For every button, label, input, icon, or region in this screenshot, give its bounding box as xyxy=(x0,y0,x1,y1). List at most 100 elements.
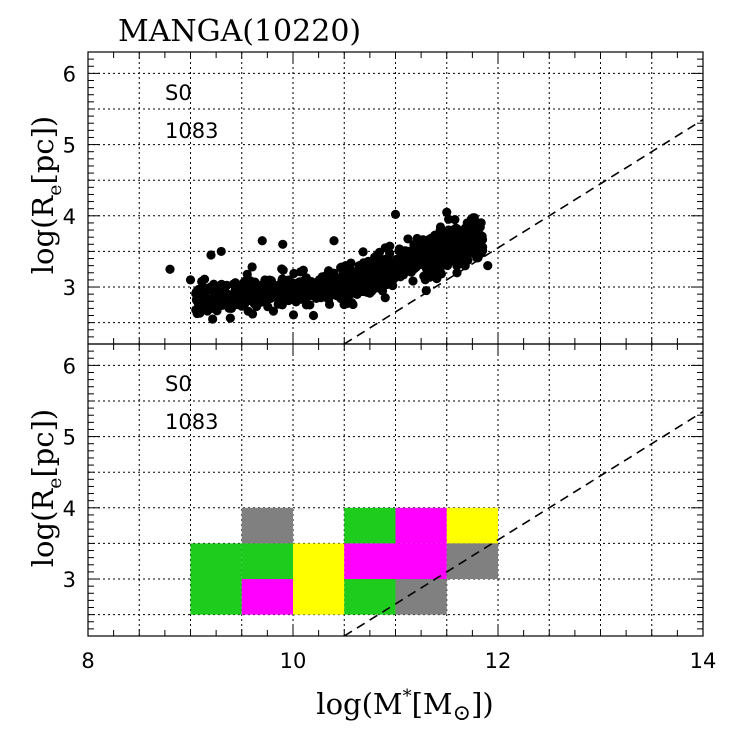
y-tick-label: 6 xyxy=(63,62,76,86)
y-axis-label-bottom: log(Re[pc]) xyxy=(26,409,66,567)
heatmap-cell-magenta xyxy=(395,507,447,544)
scatter-point xyxy=(483,261,493,271)
y-tick-label: 3 xyxy=(63,568,76,592)
y-tick-label: 4 xyxy=(63,205,76,229)
scatter-point xyxy=(247,262,257,272)
scatter-point xyxy=(278,239,288,249)
scatter-point xyxy=(247,309,258,319)
y-tick-label: 6 xyxy=(63,354,76,378)
heatmap-cell-green xyxy=(190,543,242,580)
scatter-point xyxy=(431,239,441,249)
scatter-point xyxy=(358,247,368,257)
scatter-point xyxy=(208,314,218,324)
x-tick-label: 10 xyxy=(280,649,307,673)
scatter-point xyxy=(298,265,308,275)
scatter-point xyxy=(223,293,234,304)
scatter-point xyxy=(385,241,395,251)
heatmap-cell-green xyxy=(190,579,242,615)
heatmap-cell-yellow xyxy=(293,579,345,615)
scatter-point xyxy=(454,248,464,258)
plot-frame xyxy=(87,343,704,637)
y-tick-labels-bottom: 3 4 5 6 xyxy=(63,354,76,592)
scatter-point xyxy=(435,222,446,232)
panel-bottom-heatmap: S0 1083 xyxy=(87,343,704,637)
scatter-point xyxy=(303,285,314,296)
x-tick-label: 12 xyxy=(485,649,512,673)
x-tick-label: 8 xyxy=(81,649,94,673)
scatter-point xyxy=(196,295,206,305)
heatmap-cell-yellow xyxy=(446,507,498,544)
scatter-point xyxy=(406,267,416,277)
scatter-point xyxy=(260,275,270,285)
scatter-point xyxy=(193,284,204,295)
scatter-point xyxy=(450,215,460,225)
scatter-point xyxy=(374,247,385,257)
scatter-point xyxy=(421,285,431,296)
scatter-point xyxy=(242,293,252,303)
scatter-point xyxy=(273,286,283,297)
y-tick-label: 5 xyxy=(63,426,76,450)
scatter-point xyxy=(390,209,401,219)
y-tick-label: 5 xyxy=(63,134,76,158)
heatmap-cell-green xyxy=(241,543,293,580)
scatter-point xyxy=(277,300,287,310)
scatter-point xyxy=(419,249,429,259)
scatter-point xyxy=(396,269,407,279)
scatter-point xyxy=(263,302,273,312)
scatter-point xyxy=(468,213,478,223)
scatter-point xyxy=(420,275,430,285)
scatter-point xyxy=(230,278,240,288)
y-axis-label-top: log(Re[pc]) xyxy=(26,116,66,274)
scatter-point xyxy=(329,236,339,246)
scatter-point xyxy=(452,268,462,278)
scatter-point xyxy=(452,261,462,271)
heatmap-cell-magenta xyxy=(395,543,447,580)
annotation-class-bottom: S0 xyxy=(165,372,192,396)
scatter-point xyxy=(237,301,247,311)
heatmap-cell-green xyxy=(344,507,396,544)
scatter-point xyxy=(424,260,434,270)
heatmap-cell-magenta xyxy=(344,543,396,580)
scatter-point xyxy=(206,250,216,260)
scatter-point xyxy=(201,286,212,296)
scatter-point xyxy=(428,253,439,263)
scatter-point xyxy=(318,276,328,286)
scatter-point xyxy=(341,277,351,287)
scatter-point xyxy=(239,278,249,288)
scatter-point xyxy=(185,275,196,285)
frame-bottom xyxy=(87,343,704,637)
scatter-point xyxy=(296,294,306,304)
y-tick-labels-top: 3 4 5 6 xyxy=(63,62,76,300)
scatter-point xyxy=(210,292,221,302)
scatter-point xyxy=(281,278,291,288)
grid-top xyxy=(87,51,704,344)
scatter-point xyxy=(472,220,482,230)
heatmap-cell-magenta xyxy=(241,579,293,615)
scatter-point xyxy=(196,304,206,315)
scatter-point xyxy=(408,276,418,286)
scatter-point xyxy=(439,247,450,257)
y-tick-label: 4 xyxy=(63,497,76,521)
scatter-point xyxy=(261,284,271,294)
scatter-point xyxy=(235,289,245,300)
scatter-point xyxy=(403,234,413,244)
scatter-point xyxy=(346,258,356,268)
scatter-point xyxy=(339,299,349,310)
scatter-point xyxy=(402,246,412,256)
scatter-point xyxy=(165,264,175,274)
scatter-point xyxy=(324,294,334,304)
scatter-point xyxy=(365,287,376,297)
scatter-point xyxy=(329,279,339,289)
reference-line xyxy=(343,410,704,637)
scatter-point xyxy=(432,246,442,256)
scatter-point xyxy=(466,237,476,248)
scatter-point xyxy=(348,299,358,310)
scatter-point xyxy=(354,261,364,271)
scatter-point xyxy=(442,207,452,217)
ref-line-top xyxy=(343,118,704,345)
scatter-point xyxy=(477,233,487,243)
scatter-point xyxy=(246,279,256,289)
scatter-point xyxy=(432,273,442,284)
reference-line xyxy=(343,118,704,345)
scatter-point xyxy=(457,241,467,251)
